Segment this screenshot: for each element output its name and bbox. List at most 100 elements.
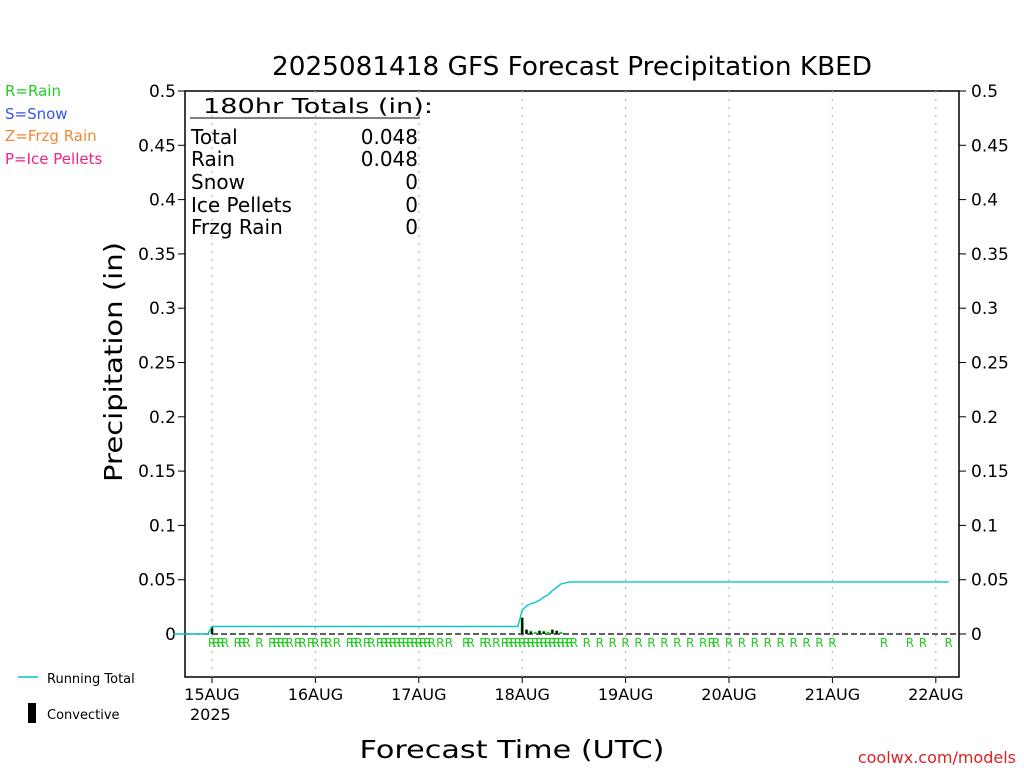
running-total-layer: [173, 581, 949, 635]
precip-type-marker: R: [647, 636, 655, 650]
precip-type-marker: R: [789, 636, 797, 650]
y-tick-label-right: 0.2: [971, 408, 998, 428]
totals-ice-pellets-value: 0: [405, 193, 418, 217]
y-tick-label-left: 0.1: [149, 516, 176, 536]
legend-convective-swatch: [28, 703, 36, 723]
x-tick-label: 15AUG: [184, 685, 239, 704]
precip-type-marker: R: [540, 636, 548, 650]
y-tick-label-right: 0: [971, 625, 982, 645]
precip-type-marker: R: [216, 636, 224, 650]
precip-type-marker: R: [354, 636, 362, 650]
precip-type-marker: R: [298, 636, 306, 650]
y-tick-label-right: 0.3: [971, 299, 998, 319]
precip-type-marker: R: [208, 636, 216, 650]
precip-type-marker: R: [445, 636, 453, 650]
y-tick-label-right: 0.4: [971, 191, 998, 211]
precip-type-marker: R: [712, 636, 720, 650]
precip-type-marker: R: [307, 636, 315, 650]
precip-type-marker: R: [402, 636, 410, 650]
precip-type-marker: R: [751, 636, 759, 650]
y-tick-label-left: 0.3: [149, 299, 176, 319]
precip-bar: [533, 631, 537, 634]
precip-type-marker: R: [501, 636, 509, 650]
y-tick-label-left: 0.35: [138, 245, 176, 265]
precip-type-marker: R: [346, 636, 354, 650]
y-tick-label-right: 0.5: [971, 82, 998, 102]
precip-type-marker: R: [393, 636, 401, 650]
precip-type-marker: R: [367, 636, 375, 650]
precip-type-marker: R: [565, 636, 573, 650]
vertical-gridlines: [211, 91, 937, 677]
credit-text: coolwx.com/models: [858, 748, 1016, 767]
precip-type-marker: R: [777, 636, 785, 650]
convective-bar: [529, 631, 532, 634]
x-tick-label: 19AUG: [598, 685, 653, 704]
y-tick-label-right: 0.05: [971, 571, 1009, 591]
y-tick-label-right: 0.35: [971, 245, 1009, 265]
precip-type-marker: R: [242, 636, 250, 650]
y-tick-label-left: 0.15: [138, 462, 176, 482]
precip-type-marker: R: [484, 636, 492, 650]
totals-snow-value: 0: [405, 170, 418, 194]
convective-bar: [551, 629, 554, 634]
totals-total-label: Total: [190, 125, 238, 149]
precip-type-marker: R: [212, 636, 220, 650]
precip-type-marker: R: [333, 636, 341, 650]
precip-type-marker: R: [363, 636, 371, 650]
precip-type-marker: R: [234, 636, 242, 650]
legend-running-total: Running Total: [47, 672, 135, 687]
precip-type-marker: R: [514, 636, 522, 650]
y-tick-label-left: 0.2: [149, 408, 176, 428]
precip-type-marker: R: [686, 636, 694, 650]
precip-type-marker: R: [380, 636, 388, 650]
precip-type-marker: R: [268, 636, 276, 650]
precip-type-marker: R: [384, 636, 392, 650]
precip-type-marker: R: [436, 636, 444, 650]
x-tick-label: 18AUG: [494, 685, 549, 704]
precip-type-marker: R: [294, 636, 302, 650]
y-tick-label-left: 0.5: [149, 82, 176, 102]
precip-type-marker: R: [397, 636, 405, 650]
precip-type-marker: R: [324, 636, 332, 650]
precip-type-marker: R: [738, 636, 746, 650]
precip-type-marker: R: [466, 636, 474, 650]
x-tick-label: 21AUG: [805, 685, 860, 704]
y-axis-ticks: 0 00.05 0.050.1 0.10.15 0.150.2 0.20.25 0.250.…: [138, 82, 1009, 645]
totals-header: 180hr Totals (in):: [203, 94, 433, 118]
precip-type-marker: R: [419, 636, 427, 650]
legend-rain: R=Rain: [5, 82, 61, 100]
precip-type-marker: R: [522, 636, 530, 650]
convective-bar: [542, 631, 545, 634]
x-tick-label: 16AUG: [288, 685, 343, 704]
legend-snow: S=Snow: [5, 105, 68, 123]
precip-bar: [546, 631, 550, 634]
y-tick-label-right: 0.1: [971, 516, 998, 536]
precip-type-marker: R: [583, 636, 591, 650]
y-tick-label-right: 0.25: [971, 354, 1009, 374]
convective-bar: [525, 629, 528, 634]
y-tick-label-left: 0.05: [138, 571, 176, 591]
totals-box: 180hr Totals (in): Total 0.048 Rain 0.04…: [190, 94, 433, 239]
precip-type-marker: R: [699, 636, 707, 650]
precip-type-marker: R: [660, 636, 668, 650]
precip-type-marker: R: [492, 636, 500, 650]
precip-type-marker: R: [423, 636, 431, 650]
legend-ice-pellets: P=Ice Pellets: [5, 150, 102, 168]
convective-bars: [211, 617, 558, 634]
y-axis-label: Precipitation (in): [99, 242, 128, 482]
precip-type-marker: R: [415, 636, 423, 650]
precip-type-marker: R: [509, 636, 517, 650]
precip-type-marker: R: [708, 636, 716, 650]
precip-type-marker: R: [527, 636, 535, 650]
x-tick-year-label: 2025: [190, 705, 231, 724]
precip-type-marker: R: [272, 636, 280, 650]
precip-type-marker: R: [410, 636, 418, 650]
precip-type-marker: R: [281, 636, 289, 650]
precip-type-marker: R: [609, 636, 617, 650]
precip-type-marker: R: [320, 636, 328, 650]
y-tick-label-left: 0.25: [138, 354, 176, 374]
totals-snow-label: Snow: [191, 170, 245, 194]
convective-bar: [555, 630, 558, 634]
totals-total-value: 0.048: [361, 125, 418, 149]
